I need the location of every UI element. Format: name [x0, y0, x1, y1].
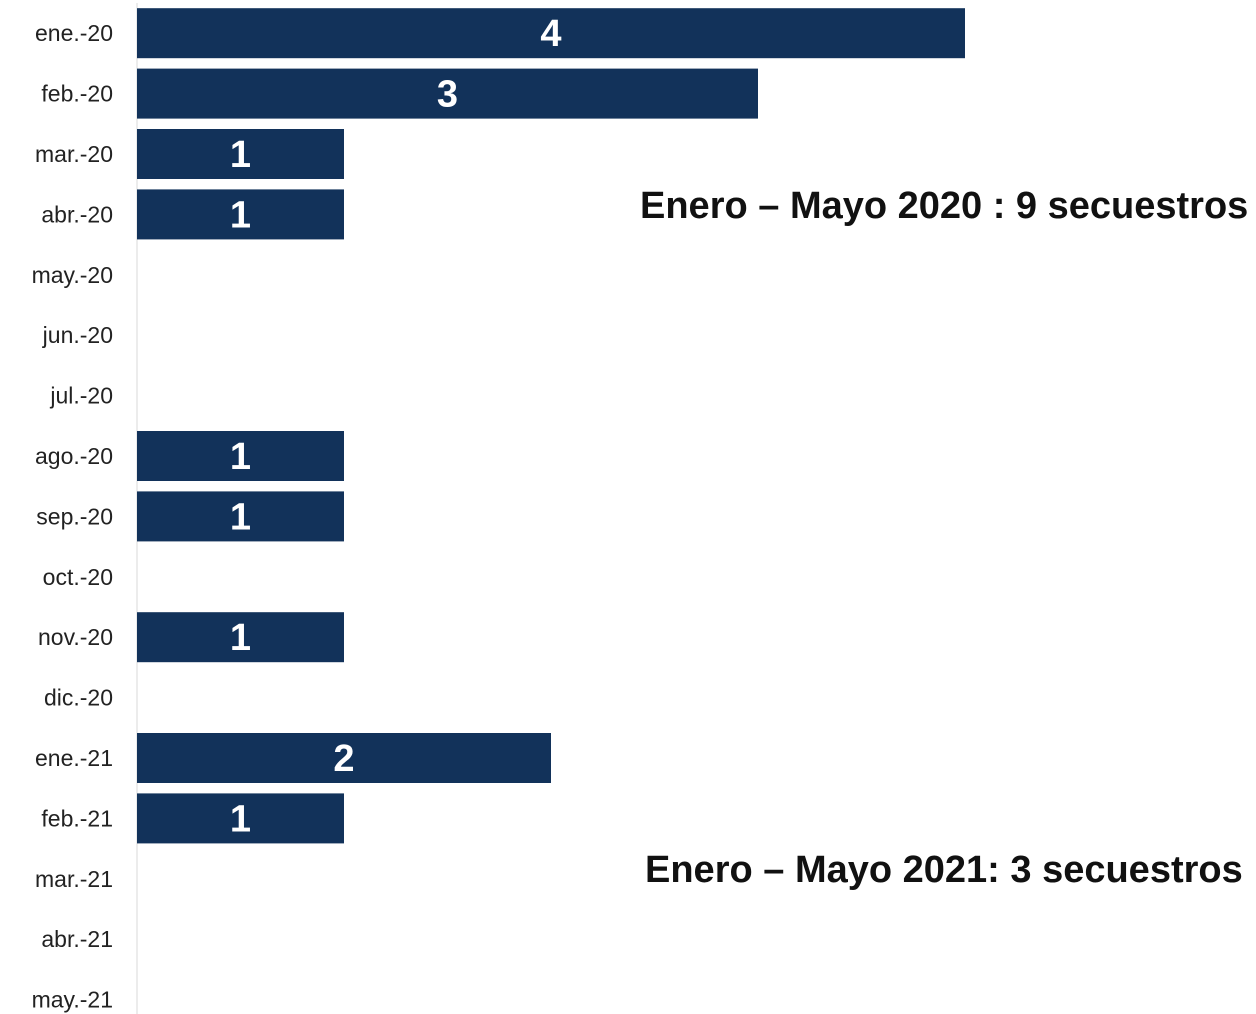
data-label: 2	[333, 738, 354, 780]
category-label: dic.-20	[44, 685, 113, 711]
data-label: 1	[230, 436, 251, 478]
value-labels: 4 3 1 1 1 1 1 2 1	[230, 13, 562, 840]
bar	[137, 189, 344, 240]
category-label: abr.-21	[41, 926, 113, 952]
category-label: abr.-20	[41, 201, 113, 227]
data-label: 1	[230, 194, 251, 236]
category-label: feb.-21	[41, 805, 113, 831]
category-label: oct.-20	[43, 564, 113, 590]
category-label: may.-21	[32, 987, 113, 1013]
data-label: 1	[230, 617, 251, 659]
category-label: jun.-20	[42, 322, 113, 348]
bars-layer	[137, 8, 965, 844]
data-label: 1	[230, 798, 251, 840]
bar	[137, 129, 344, 179]
annotation-2021: Enero – Mayo 2021: 3 secuestros	[645, 849, 1243, 891]
category-label: ago.-20	[35, 443, 113, 469]
category-label: sep.-20	[36, 503, 113, 529]
bar	[137, 8, 965, 59]
category-label: nov.-20	[38, 624, 113, 650]
data-label: 3	[437, 74, 458, 116]
data-label: 1	[230, 134, 251, 176]
bar	[137, 733, 551, 783]
category-label: mar.-20	[35, 141, 113, 167]
bar	[137, 68, 758, 119]
category-label: mar.-21	[35, 866, 113, 892]
bar	[137, 431, 344, 481]
annotation-2020: Enero – Mayo 2020 : 9 secuestros	[640, 185, 1248, 227]
category-label: may.-20	[32, 262, 113, 288]
data-label: 4	[540, 13, 561, 55]
category-labels: ene.-20 feb.-20 mar.-20 abr.-20 may.-20 jun.-…	[32, 20, 113, 1012]
bar	[137, 491, 344, 542]
category-label: feb.-20	[41, 81, 113, 107]
bar	[137, 612, 344, 663]
category-label: jul.-20	[49, 383, 113, 409]
category-label: ene.-20	[35, 20, 113, 46]
category-label: ene.-21	[35, 745, 113, 771]
bar	[137, 793, 344, 844]
data-label: 1	[230, 496, 251, 538]
